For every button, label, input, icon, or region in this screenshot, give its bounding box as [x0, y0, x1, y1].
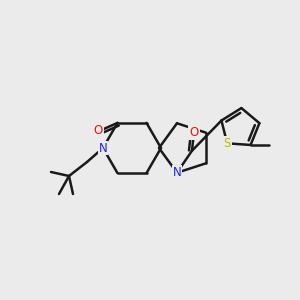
Text: O: O [189, 126, 199, 139]
Text: O: O [94, 124, 103, 137]
Text: S: S [224, 137, 231, 150]
Text: N: N [99, 142, 107, 154]
Text: N: N [172, 166, 181, 179]
